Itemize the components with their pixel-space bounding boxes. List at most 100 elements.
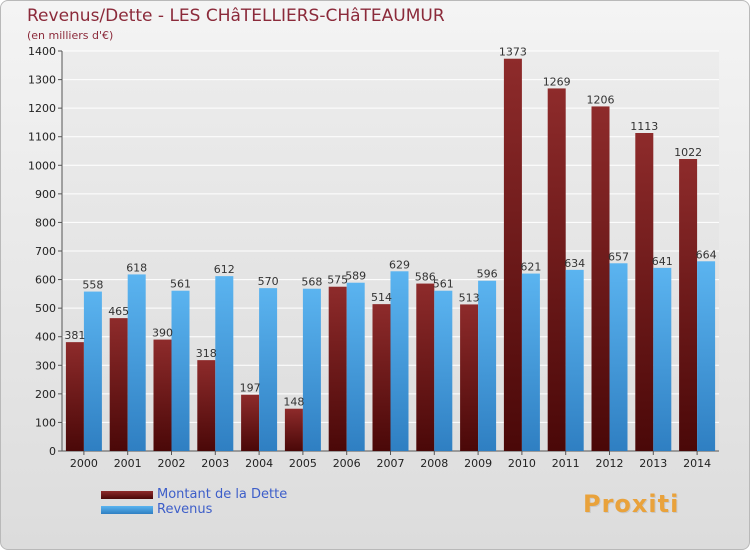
data-label-revenus: 570 (258, 275, 279, 288)
data-label-revenus: 634 (564, 257, 585, 270)
legend-item-dette: Montant de la Dette (101, 487, 287, 502)
y-tick-label: 800 (35, 216, 56, 229)
y-tick-label: 900 (35, 188, 56, 201)
data-label-revenus: 618 (126, 261, 147, 274)
x-tick-label: 2001 (114, 457, 142, 470)
y-tick-label: 300 (35, 359, 56, 372)
legend-swatch-dette (101, 490, 153, 499)
x-tick-label: 2000 (70, 457, 98, 470)
bar-dette (591, 106, 610, 451)
bar-revenus (478, 280, 497, 451)
legend: Montant de la Dette Revenus (101, 487, 287, 517)
data-label-dette: 514 (371, 291, 392, 304)
chart-subtitle: (en milliers d'€) (27, 29, 114, 42)
bar-dette (328, 286, 347, 451)
x-tick-label: 2009 (464, 457, 492, 470)
bar-revenus (653, 267, 672, 451)
data-label-revenus: 561 (433, 278, 454, 291)
data-label-revenus: 621 (520, 261, 541, 274)
data-label-dette: 586 (415, 271, 436, 284)
y-tick-label: 0 (49, 445, 56, 458)
data-label-dette: 1206 (587, 93, 615, 106)
y-tick-label: 100 (35, 416, 56, 429)
bar-dette (109, 318, 128, 451)
bar-dette (284, 408, 303, 451)
x-tick-label: 2006 (333, 457, 361, 470)
y-tick-label: 400 (35, 331, 56, 344)
data-label-dette: 465 (108, 305, 129, 318)
data-label-dette: 1373 (499, 46, 527, 59)
y-tick-label: 1100 (28, 131, 56, 144)
bar-dette (503, 58, 522, 451)
bar-dette (460, 304, 479, 451)
proxiti-logo: Proxiti (583, 490, 680, 518)
data-label-dette: 1269 (543, 75, 571, 88)
bar-revenus (346, 282, 365, 451)
y-tick-label: 1300 (28, 74, 56, 87)
data-label-revenus: 568 (301, 276, 322, 289)
data-label-revenus: 596 (477, 268, 498, 281)
bar-revenus (565, 269, 584, 451)
data-label-dette: 318 (196, 347, 217, 360)
x-tick-label: 2007 (377, 457, 405, 470)
x-tick-label: 2010 (508, 457, 536, 470)
data-label-revenus: 612 (214, 263, 235, 276)
y-tick-label: 1000 (28, 159, 56, 172)
x-tick-label: 2013 (639, 457, 667, 470)
bar-revenus (83, 291, 102, 451)
bar-dette (197, 360, 216, 451)
data-label-revenus: 657 (608, 250, 629, 263)
data-label-dette: 513 (459, 291, 480, 304)
y-tick-label: 600 (35, 274, 56, 287)
bar-revenus (302, 288, 321, 451)
data-label-dette: 1113 (630, 120, 658, 133)
chart-title: Revenus/Dette - LES CHâTELLIERS-CHâTEAUM… (27, 6, 445, 26)
x-tick-label: 2003 (201, 457, 229, 470)
data-label-revenus: 558 (82, 279, 103, 292)
data-label-dette: 381 (64, 329, 85, 342)
x-tick-label: 2004 (245, 457, 273, 470)
y-tick-label: 1400 (28, 45, 56, 58)
data-label-revenus: 589 (345, 270, 366, 283)
bar-revenus (697, 261, 716, 451)
data-label-dette: 1022 (674, 146, 702, 159)
bar-revenus (609, 263, 628, 451)
data-label-revenus: 641 (652, 255, 673, 268)
x-tick-label: 2012 (596, 457, 624, 470)
x-tick-label: 2014 (683, 457, 711, 470)
bar-revenus (390, 271, 409, 451)
bar-revenus (171, 290, 190, 451)
data-label-dette: 575 (327, 274, 348, 287)
x-tick-label: 2011 (552, 457, 580, 470)
legend-swatch-revenus (101, 505, 153, 514)
legend-label-dette: Montant de la Dette (157, 487, 288, 502)
bar-revenus (215, 276, 234, 451)
y-tick-label: 200 (35, 388, 56, 401)
x-tick-label: 2008 (420, 457, 448, 470)
data-label-revenus: 629 (389, 258, 410, 271)
bar-revenus (127, 274, 146, 451)
legend-item-revenus: Revenus (101, 502, 287, 517)
bar-revenus (259, 288, 278, 451)
bar-dette (416, 283, 435, 451)
bar-dette (153, 339, 172, 451)
bar-dette (635, 133, 654, 451)
bar-revenus (434, 290, 453, 451)
bar-dette (679, 159, 698, 451)
data-label-revenus: 664 (696, 248, 717, 261)
legend-label-revenus: Revenus (157, 502, 213, 517)
bar-dette (547, 88, 566, 451)
bar-dette (241, 394, 260, 451)
data-label-dette: 390 (152, 327, 173, 340)
y-tick-label: 1200 (28, 102, 56, 115)
y-tick-label: 700 (35, 245, 56, 258)
y-tick-label: 500 (35, 302, 56, 315)
data-label-dette: 197 (240, 382, 261, 395)
bar-dette (65, 342, 84, 451)
data-label-revenus: 561 (170, 278, 191, 291)
data-label-dette: 148 (283, 396, 304, 409)
bar-dette (372, 304, 391, 451)
x-tick-label: 2002 (158, 457, 186, 470)
